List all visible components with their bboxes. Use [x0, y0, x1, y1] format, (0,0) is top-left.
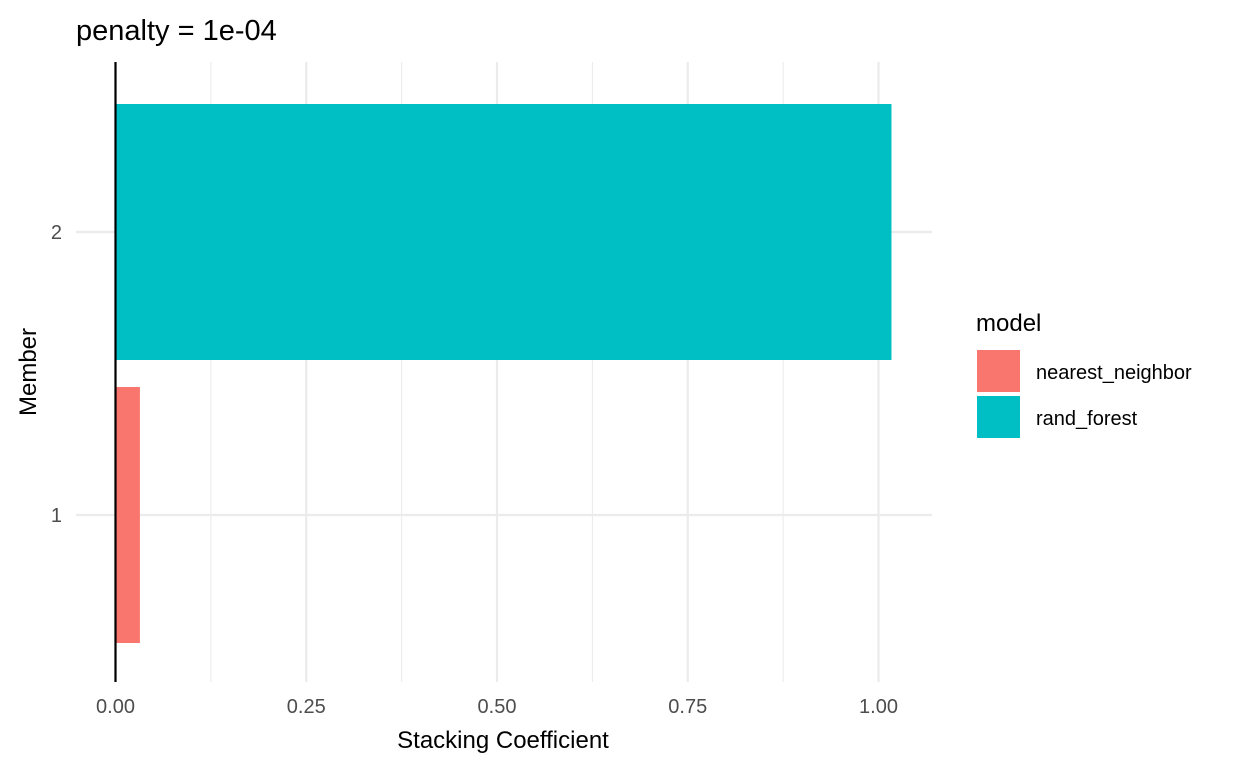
legend-items: nearest_neighbor rand_forest	[977, 350, 1192, 438]
y-axis-tick-labels: 12	[51, 222, 62, 527]
x-axis-tick-labels: 0.00 0.25 0.50 0.75 1.00	[96, 696, 898, 718]
legend-title: model	[976, 310, 1041, 337]
legend-key-rand_forest	[977, 396, 1020, 438]
y-axis-title: Member	[15, 328, 42, 416]
legend-label: nearest_neighbor	[1036, 362, 1192, 384]
legend-label: rand_forest	[1036, 408, 1138, 430]
x-tick-label: 0.75	[668, 696, 707, 718]
y-tick-label: 2	[51, 222, 62, 244]
bar-nearest_neighbor	[115, 387, 140, 643]
x-tick-label: 0.00	[96, 696, 135, 718]
chart-title: penalty = 1e-04	[76, 15, 277, 47]
x-axis-title: Stacking Coefficient	[397, 727, 609, 754]
bar-rand_forest	[115, 104, 892, 360]
x-tick-label: 0.25	[287, 696, 326, 718]
y-tick-label: 1	[51, 505, 62, 527]
legend: model nearest_neighbor rand_forest	[976, 310, 1192, 438]
x-tick-label: 0.50	[478, 696, 517, 718]
legend-key-nearest_neighbor	[977, 350, 1020, 392]
x-tick-label: 1.00	[859, 696, 898, 718]
bars-group	[115, 104, 892, 643]
